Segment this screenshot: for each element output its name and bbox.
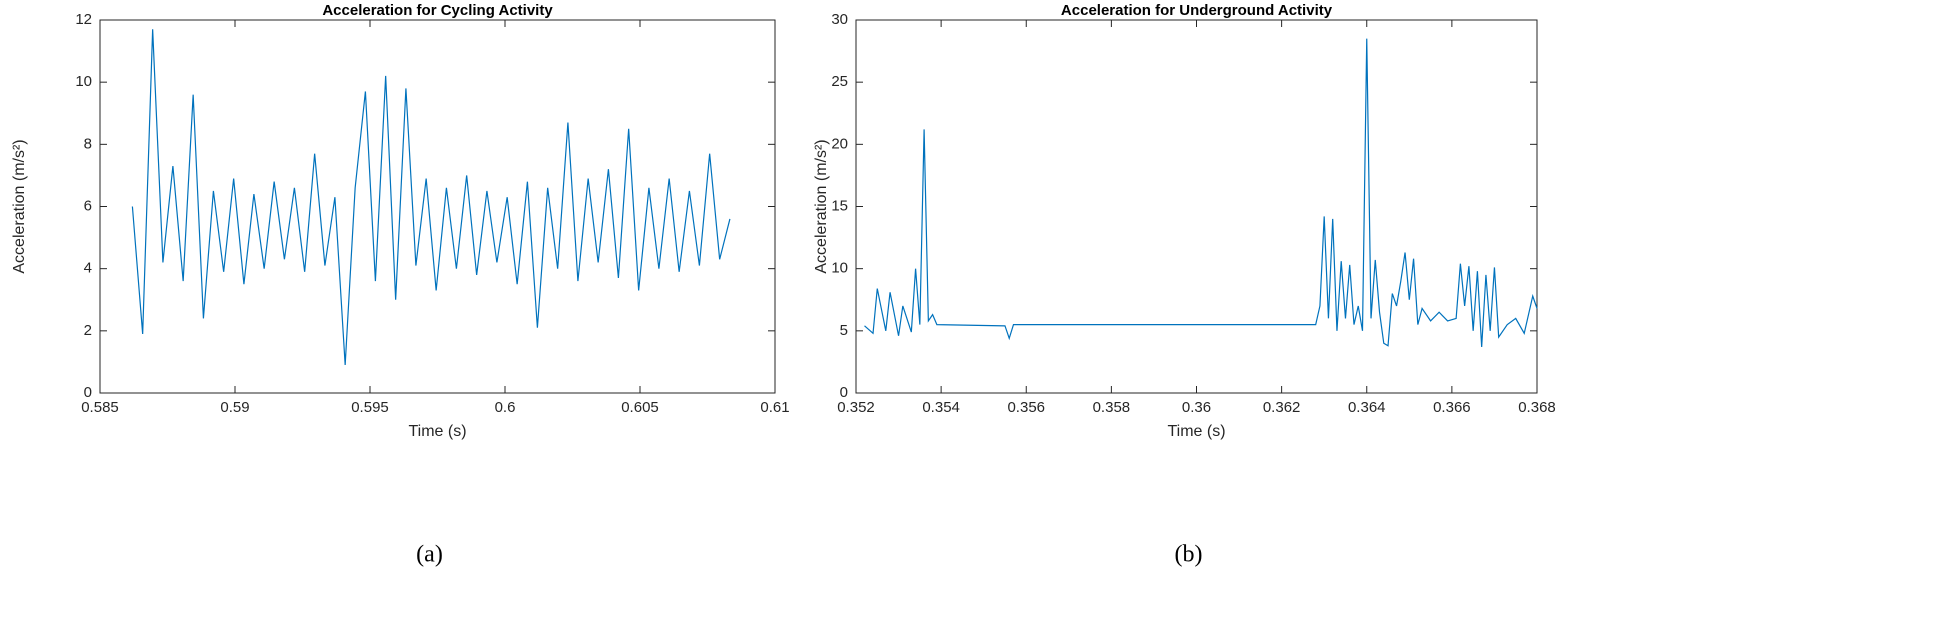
y-tick-label: 20 xyxy=(831,135,848,152)
x-tick-label: 0.61 xyxy=(760,399,789,416)
x-tick-label: 0.352 xyxy=(837,399,875,416)
chart-title: Acceleration for Cycling Activity xyxy=(322,2,553,19)
y-tick-label: 8 xyxy=(84,135,92,152)
x-tick-label: 0.585 xyxy=(81,399,119,416)
x-tick-label: 0.362 xyxy=(1263,399,1301,416)
x-tick-label: 0.6 xyxy=(495,399,516,416)
x-tick-label: 0.364 xyxy=(1348,399,1386,416)
axes-box xyxy=(99,19,776,394)
caption: (a) xyxy=(416,542,443,568)
y-tick-label: 0 xyxy=(840,384,848,401)
line xyxy=(131,29,731,366)
x-axis-label: Time (s) xyxy=(408,423,466,440)
y-tick-label: 10 xyxy=(831,260,848,277)
y-tick-label: 30 xyxy=(831,11,848,28)
y-tick-label: 10 xyxy=(75,73,92,90)
y-tick-label: 25 xyxy=(831,73,848,90)
x-tick-label: 0.595 xyxy=(351,399,389,416)
x-tick-label: 0.354 xyxy=(922,399,960,416)
x-tick-label: 0.366 xyxy=(1433,399,1471,416)
x-axis-label: Time (s) xyxy=(1167,423,1225,440)
caption: (b) xyxy=(1175,542,1203,568)
y-tick-label: 12 xyxy=(75,11,92,28)
x-tick-label: 0.358 xyxy=(1093,399,1131,416)
x-tick-label: 0.356 xyxy=(1007,399,1045,416)
axes-box xyxy=(855,19,1538,394)
y-axis-label: Acceleration (m/s²) xyxy=(813,139,830,273)
y-axis-label: Acceleration (m/s²) xyxy=(11,139,28,273)
y-tick-label: 2 xyxy=(84,322,92,339)
x-tick-label: 0.605 xyxy=(621,399,659,416)
line xyxy=(864,38,1538,348)
y-tick-label: 6 xyxy=(84,197,92,214)
y-tick-label: 4 xyxy=(84,260,92,277)
chart-title: Acceleration for Underground Activity xyxy=(1061,2,1333,19)
y-tick-label: 15 xyxy=(831,197,848,214)
y-tick-label: 0 xyxy=(84,384,92,401)
x-tick-label: 0.59 xyxy=(220,399,249,416)
y-tick-label: 5 xyxy=(840,322,848,339)
x-tick-label: 0.36 xyxy=(1182,399,1211,416)
x-tick-label: 0.368 xyxy=(1518,399,1556,416)
